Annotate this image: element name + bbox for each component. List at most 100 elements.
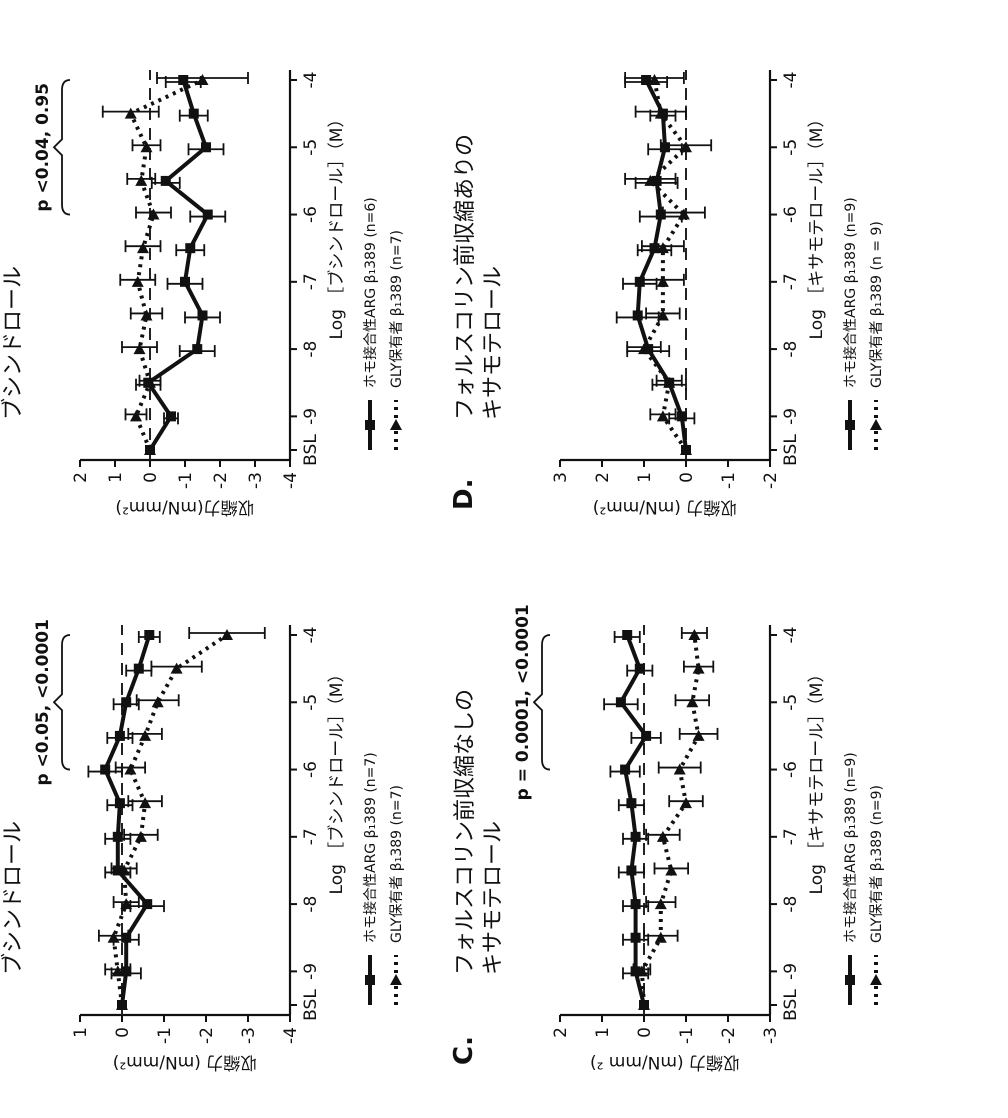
legend-label: GLY保有者 β₁389 (n = 9): [869, 221, 885, 388]
chart-title-line-1: キサモテロール: [481, 821, 506, 975]
data-point-square: [121, 933, 131, 943]
legend: ホモ接合性ARG β₁389 (n=7)GLY保有者 β₁389 (n=7): [362, 752, 405, 1005]
data-point-square: [656, 210, 666, 220]
y-tick-label: -4: [281, 472, 301, 489]
plot-area: 3210-1-2BSL-9-8-7-6-5-4Log ［キサモテロール］（M）収…: [551, 70, 827, 517]
series-0: [604, 630, 661, 1010]
data-point-triangle: [152, 696, 164, 707]
x-tick-label: -6: [301, 206, 321, 223]
x-tick-label: BSL: [781, 434, 801, 466]
series-line: [131, 80, 203, 450]
x-tick-label: -7: [781, 273, 801, 290]
data-point-square: [185, 243, 195, 253]
legend-marker-triangle: [870, 974, 882, 985]
data-point-triangle: [657, 276, 669, 287]
legend: ホモ接合性ARG β₁389 (n=9)GLY保有者 β₁389 (n=9): [842, 752, 885, 1005]
data-point-square: [631, 899, 641, 909]
series-0: [88, 630, 164, 1010]
data-point-square: [121, 697, 131, 707]
data-point-triangle: [124, 764, 136, 775]
data-point-square: [626, 865, 636, 875]
series-line: [642, 635, 699, 1005]
y-tick-label: -1: [176, 472, 196, 489]
legend-marker-square: [365, 975, 375, 985]
significance-bracket: [54, 635, 70, 770]
data-point-triangle: [655, 932, 667, 943]
p-value-label: p = 0.0001, <0.0001: [513, 604, 533, 800]
series-1: [634, 627, 718, 1010]
y-tick-label: -2: [761, 472, 781, 489]
data-point-triangle: [686, 696, 698, 707]
y-tick-label: 2: [71, 472, 91, 483]
data-point-square: [620, 765, 630, 775]
y-tick-label: -3: [239, 1027, 259, 1044]
data-point-square: [180, 277, 190, 287]
x-tick-label: BSL: [301, 989, 321, 1021]
data-point-square: [192, 344, 202, 354]
y-axis-title: 収縮力 (mN/mm²): [113, 1052, 258, 1072]
y-tick-label: 3: [551, 472, 571, 483]
y-tick-label: -1: [677, 1027, 697, 1044]
data-point-square: [633, 310, 643, 320]
data-point-triangle: [665, 864, 677, 875]
data-point-triangle: [130, 410, 142, 421]
legend-marker-square: [845, 420, 855, 430]
y-tick-label: 0: [677, 472, 697, 483]
x-tick-label: -8: [301, 896, 321, 913]
y-tick-label: -1: [719, 472, 739, 489]
legend: ホモ接合性ARG β₁389 (n=6)GLY保有者 β₁389 (n=7): [362, 197, 405, 450]
y-tick-label: 0: [141, 472, 161, 483]
chart-title-line-1: ブシンドロール: [1, 266, 26, 420]
x-axis-title: Log ［キサモテロール］（M）: [807, 666, 827, 895]
significance-bracket: [534, 635, 550, 770]
data-point-square: [144, 630, 154, 640]
series-1: [103, 72, 248, 455]
chart-title-line-1: キサモテロール: [481, 266, 506, 420]
data-point-square: [198, 310, 208, 320]
data-point-triangle: [197, 74, 209, 85]
significance-bracket: [54, 80, 70, 215]
y-tick-label: -2: [197, 1027, 217, 1044]
data-point-square: [189, 109, 199, 119]
series-line: [621, 635, 646, 1005]
legend: ホモ接合性ARG β₁389 (n=9) GLY保有者 β₁389 (n = 9): [842, 197, 885, 450]
legend-marker-triangle: [390, 419, 402, 430]
y-axis-title: 収縮力(mN/mm²): [115, 497, 254, 517]
chart-panel-2: 210-1-2-3BSL-9-8-7-6-5-4Log ［キサモテロール］（M）…: [449, 604, 885, 1072]
panel-label: C.: [449, 1036, 479, 1065]
data-point-triangle: [139, 797, 151, 808]
plot-area: 210-1-2-3BSL-9-8-7-6-5-4Log ［キサモテロール］（M）…: [551, 625, 827, 1072]
legend-label: ホモ接合性ARG β₁389 (n=9): [842, 197, 859, 388]
legend-marker-triangle: [390, 974, 402, 985]
data-point-triangle: [678, 209, 690, 220]
legend-label: GLY保有者 β₁389 (n=7): [389, 785, 405, 943]
x-tick-label: -7: [301, 828, 321, 845]
y-tick-label: 0: [113, 1027, 133, 1038]
panel-label: D.: [449, 479, 479, 510]
x-tick-label: -6: [781, 206, 801, 223]
data-point-triangle: [693, 730, 705, 741]
x-tick-label: -4: [781, 627, 801, 644]
data-point-square: [641, 731, 651, 741]
data-point-square: [178, 75, 188, 85]
legend-marker-triangle: [870, 419, 882, 430]
x-tick-label: -5: [301, 694, 321, 711]
y-axis-title: 収縮力 (mN/mm ²): [590, 1052, 740, 1072]
series-line: [148, 80, 208, 450]
x-axis-title: Log ［キサモテロール］（M）: [807, 111, 827, 340]
x-tick-label: -9: [781, 408, 801, 425]
y-tick-label: 1: [593, 1027, 613, 1038]
x-tick-label: -6: [781, 761, 801, 778]
chart-panel-3: 3210-1-2BSL-9-8-7-6-5-4Log ［キサモテロール］（M）収…: [449, 70, 885, 517]
data-point-square: [631, 832, 641, 842]
x-tick-label: -4: [301, 72, 321, 89]
data-point-triangle: [688, 629, 700, 640]
data-point-square: [100, 765, 110, 775]
data-point-square: [622, 630, 632, 640]
data-point-triangle: [125, 108, 137, 119]
plot-area: 10-1-2-3-4BSL-9-8-7-6-5-4Log ［ブシンドロール］（M…: [71, 625, 347, 1072]
data-point-square: [201, 142, 211, 152]
x-tick-label: -9: [301, 963, 321, 980]
chart-title-line-0: フォルスコリン前収縮なしの: [453, 689, 478, 975]
